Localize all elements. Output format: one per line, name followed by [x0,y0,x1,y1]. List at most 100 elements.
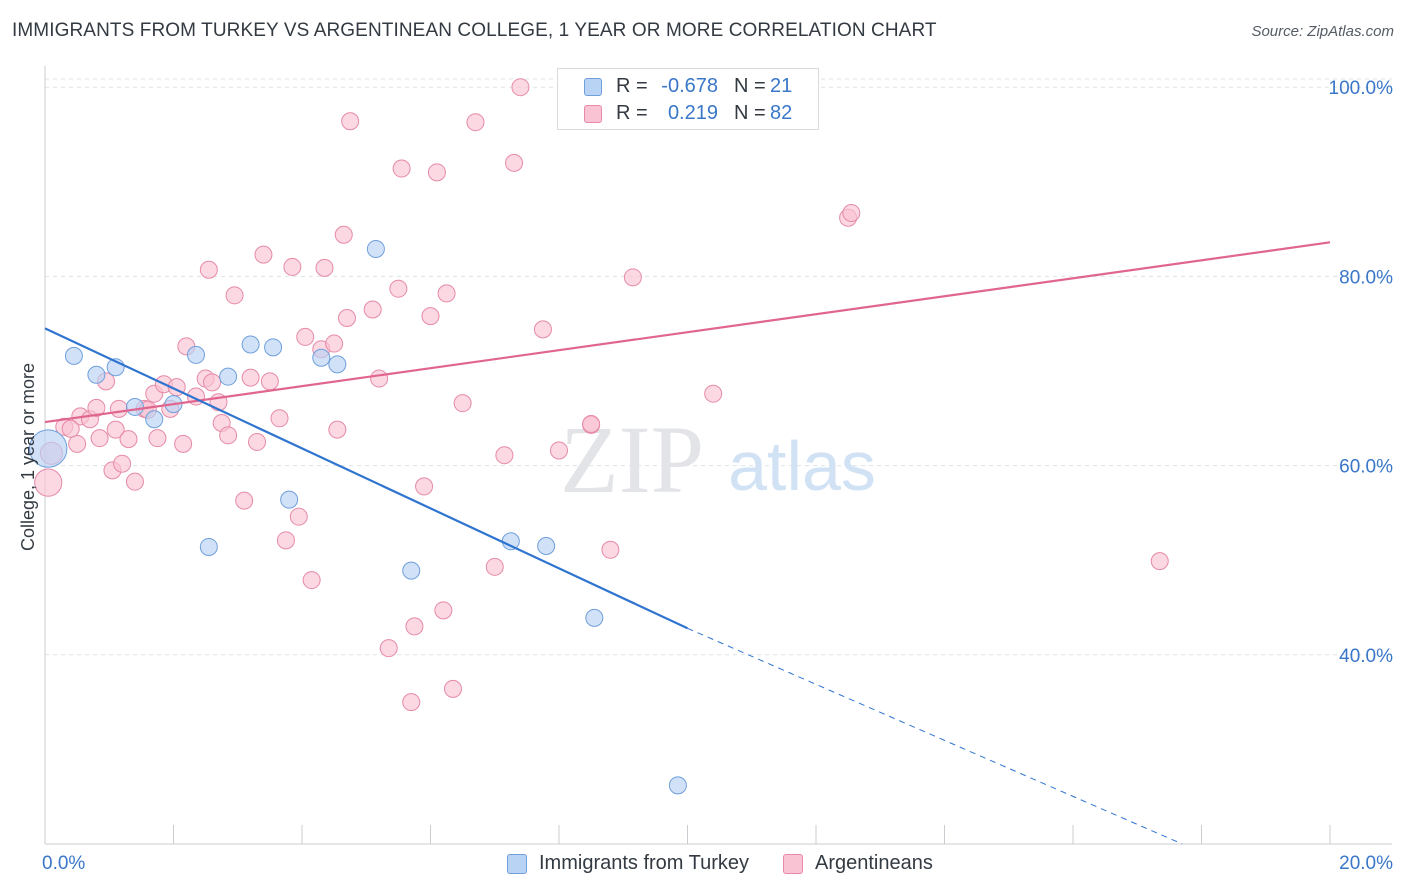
argentineans-point [334,225,353,244]
bottom-legend-swatch-argentineans [783,854,803,874]
argentineans-point [389,279,408,298]
argentineans-point [296,327,315,346]
argentineans-point [453,394,472,413]
argentineans-point [337,309,356,328]
argentineans-point [421,307,440,326]
argentineans-point [61,419,80,438]
y-tick-label: 40.0% [1339,646,1393,667]
legend-n-label: N = [734,102,766,124]
bottom-legend-label-turkey: Immigrants from Turkey [539,852,750,874]
turkey-point [145,410,164,429]
argentineans-point [241,368,260,387]
label-layer: 40.0% 60.0% 80.0% 100.0% 0.0% 20.0% College, 1… [18,78,1393,874]
legend-n-label: N = [734,75,766,97]
argentineans-point [283,257,302,276]
argentineans-point [1150,552,1169,571]
argentineans-point [270,409,289,428]
argentineans-point [276,531,295,550]
argentineans-point [219,426,238,445]
argentineans-point [106,420,125,439]
argentineans-point [109,399,128,418]
turkey-point [366,239,385,258]
turkey-point [585,608,604,627]
legend-r-value: 0.219 [667,102,718,124]
legend-n-value: 82 [770,102,793,124]
argentineans-point [199,260,218,279]
argentineans-point [254,245,273,264]
argentineans-point [225,286,244,305]
turkey-trend-line [44,327,688,630]
argentineans-point [125,472,144,491]
legend-row-argentineans: R = 0.219 N = 82 [558,100,820,128]
watermark-atlas: atlas [728,427,876,505]
watermark: ZIP atlas [560,406,876,513]
argentineans-point [235,491,254,510]
argentineans-point [842,204,861,223]
x-tick-label: 0.0% [42,853,85,874]
argentineans-point [119,430,138,449]
argentineans-point [68,434,87,453]
legend-r-label: R = [616,75,648,97]
legend-swatch-argentineans [584,105,602,123]
argentineans-point [466,113,485,132]
turkey-point [241,335,260,354]
source-label: Source: ZipAtlas.com [1251,23,1394,40]
argentineans-point [148,429,167,448]
argentineans-point [370,369,389,388]
argentineans-point [363,300,382,319]
argentineans-trend-line [44,241,1331,424]
argentineans-point [392,159,411,178]
argentineans-point [533,320,552,339]
y-tick-label: 60.0% [1339,457,1393,478]
y-tick-label: 100.0% [1329,78,1394,99]
bottom-legend-swatch-turkey [507,854,527,874]
chart-title: IMMIGRANTS FROM TURKEY VS ARGENTINEAN CO… [12,20,937,41]
bottom-legend-label-argentineans: Argentineans [815,852,933,874]
argentineans-point [405,617,424,636]
watermark-zip: ZIP [560,406,704,513]
legend-n-value: 21 [770,75,793,97]
argentineans-point [505,153,524,172]
argentineans-point [582,414,601,433]
argentineans-point [427,163,446,182]
argentineans-point [379,639,398,658]
argentineans-point [434,601,453,620]
argentineans-point [325,334,344,353]
argentineans-point [402,693,421,712]
argentineans-point [415,477,434,496]
turkey-point [87,365,106,384]
turkey-point [186,345,205,364]
x-tick-label: 20.0% [1339,853,1393,874]
turkey-point [219,367,238,386]
turkey-point [312,348,331,367]
argentineans-point [302,571,321,590]
legend-r-label: R = [616,102,648,124]
argentineans-point [511,78,530,97]
legend-swatch-turkey [584,78,602,96]
turkey-point [280,490,299,509]
turkey-point [64,346,83,365]
turkey-point [125,397,144,416]
turkey-point [501,532,520,551]
argentineans-point [174,434,193,453]
axis-layer [44,66,1392,845]
argentineans-point [341,112,360,131]
legend-row-turkey: R = -0.678 N = 21 [558,73,820,101]
trend-layer [44,241,1331,845]
turkey-point [264,338,283,357]
legend-r-value: -0.678 [661,75,718,97]
turkey-point [537,537,556,556]
argentineans-point [495,446,514,465]
argentineans-point [704,384,723,403]
argentineans-point [623,268,642,287]
argentineans-point [34,468,63,497]
argentineans-point [550,441,568,460]
turkey-point [668,776,687,795]
argentineans-point [248,432,267,451]
turkey-point [328,355,347,374]
y-axis-title: College, 1 year or more [18,363,38,551]
turkey-trend-extension [687,627,1183,845]
argentineans-point [315,258,334,277]
series-turkey-points [29,239,687,795]
